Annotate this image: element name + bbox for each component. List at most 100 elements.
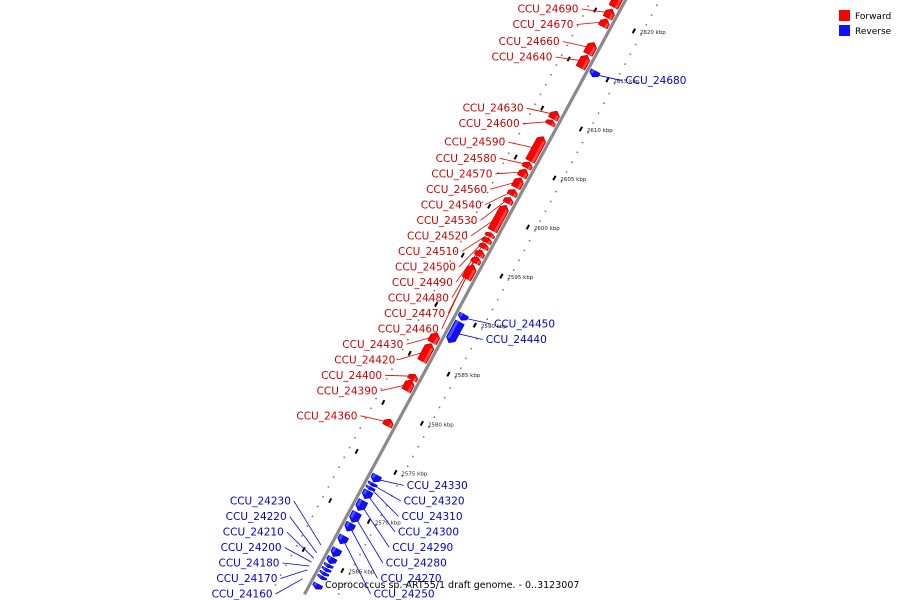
- gene-CCU_24270: [344, 520, 357, 532]
- gene-label: CCU_24570: [431, 168, 492, 180]
- scale-dot: [311, 515, 314, 518]
- gene-CCU_24390: [401, 379, 415, 394]
- scale-dot: [380, 514, 383, 517]
- gene-shine: [527, 165, 532, 170]
- scale-dot: [518, 259, 520, 262]
- gene-CCU_24290: [355, 498, 369, 511]
- leader-line: [289, 516, 318, 554]
- gene-label: CCU_24160: [212, 589, 273, 600]
- gene-shine: [551, 122, 555, 127]
- gene-shine: [604, 23, 609, 29]
- scale-dot: [306, 525, 309, 527]
- scale-dot: [380, 387, 383, 390]
- scale-dot: [571, 34, 574, 37]
- scale-dot: [566, 44, 568, 47]
- tick-label: 2565 kbp: [348, 570, 374, 576]
- gene-CCU_24660: [583, 42, 597, 57]
- scale-dot: [396, 358, 399, 361]
- scale-tick-inner: [487, 203, 492, 209]
- leader-line: [367, 495, 396, 533]
- gene-shine: [322, 566, 326, 570]
- gene-CCU_24540: [506, 189, 518, 199]
- tick-label: 2615 kbp: [613, 79, 639, 85]
- scale-dot: [364, 417, 367, 420]
- scale-dot: [375, 397, 377, 400]
- gene-CCU_24360: [382, 418, 394, 429]
- gene-shine: [487, 240, 491, 245]
- gene-shine: [447, 320, 459, 339]
- scale-dot: [507, 152, 510, 155]
- leader-line: [371, 488, 399, 517]
- gene-shine: [423, 347, 434, 364]
- gene-CCU_24680: [589, 68, 601, 78]
- gene-shine: [590, 69, 595, 74]
- gene-label: CCU_24630: [463, 103, 524, 115]
- scale-dot: [454, 250, 457, 253]
- tick-label: 2575 kbp: [401, 471, 427, 477]
- gene-shine: [338, 534, 344, 540]
- gene-CCU_24300: [361, 488, 374, 500]
- scale-dot: [460, 240, 462, 243]
- scale-dot: [534, 230, 536, 232]
- scale-dot: [581, 141, 584, 144]
- scale-dot: [549, 200, 552, 203]
- gene-label: CCU_24590: [444, 137, 505, 149]
- scale-dot: [295, 544, 298, 547]
- scale-dot: [417, 319, 420, 321]
- scale-tick-inner: [460, 252, 465, 258]
- gene-CCU_24560: [510, 177, 524, 191]
- gene-CCU_24420: [417, 343, 435, 364]
- gene-CCU_24440: [446, 319, 465, 344]
- gene-label: CCU_24470: [384, 308, 445, 320]
- scale-tick-inner: [434, 301, 439, 307]
- scale-dot: [449, 260, 452, 263]
- gene-CCU_24210: [323, 561, 334, 569]
- tick-label: 2605 kbp: [560, 177, 586, 183]
- scale-dot: [565, 171, 568, 173]
- scale-tick: [499, 273, 504, 279]
- gene-label: CCU_24540: [421, 199, 482, 211]
- scale-dot: [529, 113, 531, 115]
- scale-dot: [369, 407, 372, 410]
- gene-shine: [581, 59, 589, 70]
- scale-dot: [428, 299, 430, 302]
- scale-dot: [343, 456, 346, 459]
- gene-label: CCU_24220: [226, 511, 287, 523]
- gene-shine: [479, 253, 484, 259]
- gene-label: CCU_24250: [374, 588, 435, 600]
- scale-dot: [576, 24, 579, 27]
- gene-label: CCU_24210: [223, 527, 284, 539]
- gene-CCU_24400: [407, 373, 419, 383]
- scale-tick-inner: [513, 154, 518, 160]
- gene-shine: [589, 46, 596, 56]
- leader-line: [350, 527, 378, 579]
- gene-shine: [356, 498, 363, 507]
- scale-dot: [613, 82, 616, 85]
- gene-shine: [331, 546, 337, 553]
- scale-dot: [465, 357, 467, 360]
- gene-label: CCU_24560: [426, 184, 487, 196]
- gene-shine: [318, 574, 322, 578]
- scale-dot: [316, 505, 319, 508]
- gene-CCU_24330: [370, 472, 383, 483]
- gene-label: CCU_24640: [491, 52, 552, 64]
- leader-line: [441, 271, 470, 329]
- scale-dot: [624, 63, 626, 65]
- scale-tick: [578, 126, 583, 132]
- scale-dot: [428, 426, 430, 428]
- gene-shine: [363, 489, 368, 495]
- scale-dot: [348, 573, 351, 576]
- leader-line: [361, 506, 390, 548]
- gene-labels: CCU_24710CCU_24690CCU_24670CCU_24660CCU_…: [212, 4, 687, 600]
- gene-shine: [320, 570, 324, 574]
- leader-line: [463, 317, 492, 325]
- scale-dot: [539, 220, 542, 223]
- gene-label: CCU_24530: [416, 215, 477, 227]
- gene-CCU_24640: [575, 54, 591, 71]
- gene-label: CCU_24180: [218, 558, 279, 570]
- gene-shine: [467, 269, 476, 281]
- scale-dot: [422, 436, 425, 438]
- scale-dot: [481, 201, 483, 204]
- gene-shine: [459, 312, 463, 317]
- scale-dot: [401, 348, 404, 351]
